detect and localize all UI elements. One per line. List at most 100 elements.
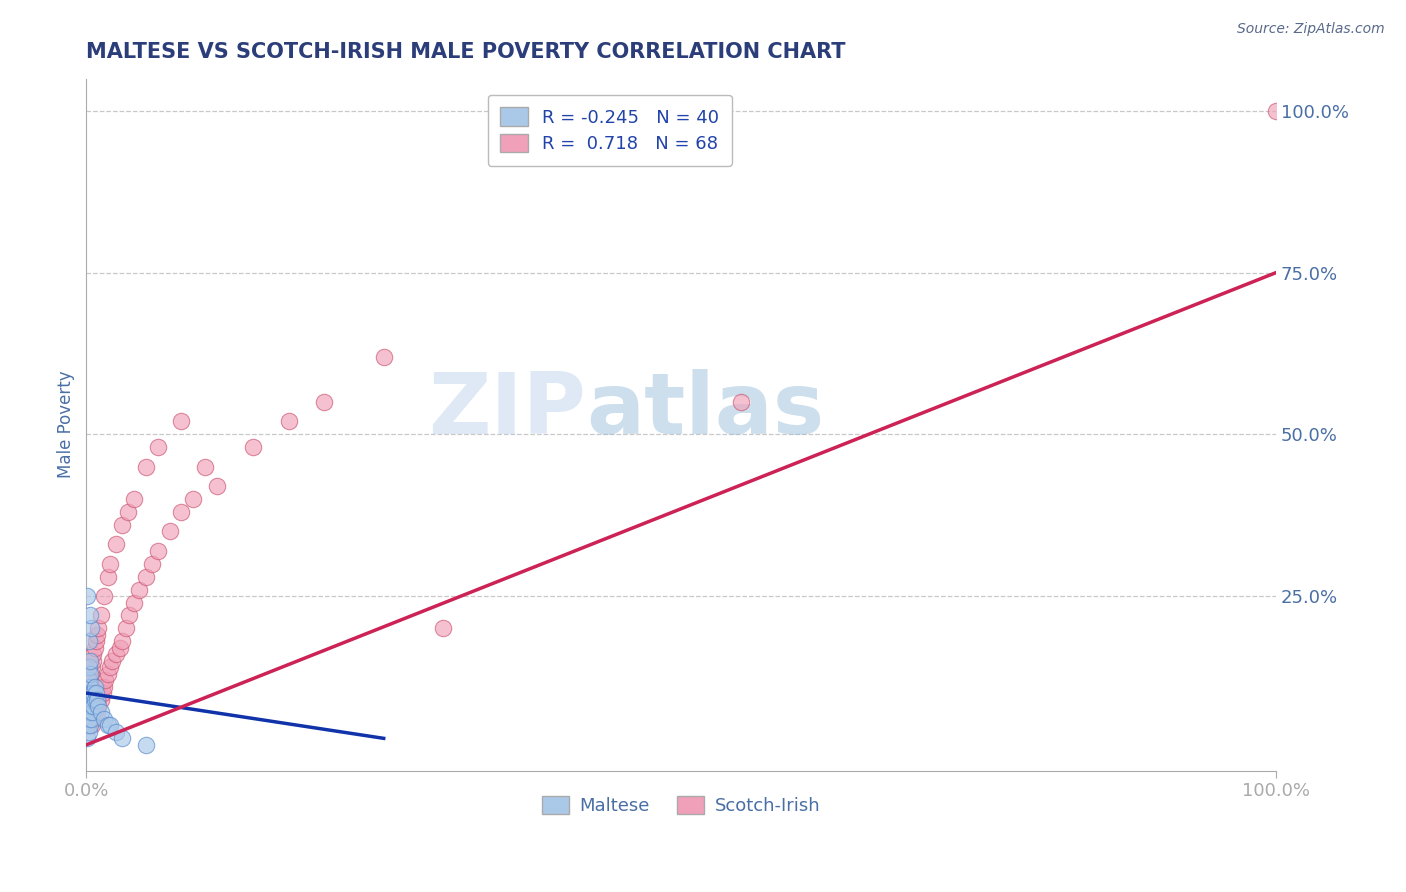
- Point: [135, 459, 157, 474]
- Point: [159, 524, 181, 539]
- Point: [77, 724, 100, 739]
- Point: [77, 660, 100, 674]
- Point: [111, 731, 134, 746]
- Point: [77, 686, 100, 700]
- Y-axis label: Male Poverty: Male Poverty: [58, 371, 75, 478]
- Point: [82, 712, 104, 726]
- Point: [82, 660, 104, 674]
- Point: [135, 569, 157, 583]
- Point: [111, 634, 134, 648]
- Point: [84, 686, 107, 700]
- Text: ZIP: ZIP: [429, 369, 586, 452]
- Point: [93, 680, 115, 694]
- Point: [97, 666, 120, 681]
- Point: [79, 706, 101, 720]
- Point: [87, 698, 110, 713]
- Point: [373, 350, 395, 364]
- Point: [79, 718, 101, 732]
- Point: [82, 718, 104, 732]
- Point: [76, 698, 98, 713]
- Point: [82, 686, 104, 700]
- Text: Source: ZipAtlas.com: Source: ZipAtlas.com: [1237, 22, 1385, 37]
- Point: [194, 459, 217, 474]
- Point: [86, 706, 108, 720]
- Point: [79, 692, 101, 706]
- Point: [97, 718, 120, 732]
- Point: [111, 517, 134, 532]
- Point: [76, 686, 98, 700]
- Point: [84, 686, 107, 700]
- Point: [79, 654, 101, 668]
- Point: [90, 680, 112, 694]
- Point: [90, 608, 112, 623]
- Point: [82, 647, 104, 661]
- Point: [79, 608, 101, 623]
- Point: [1265, 103, 1288, 118]
- Point: [83, 692, 105, 706]
- Point: [146, 543, 169, 558]
- Point: [730, 395, 752, 409]
- Point: [97, 569, 120, 583]
- Point: [94, 673, 117, 687]
- Point: [205, 479, 228, 493]
- Point: [86, 692, 108, 706]
- Point: [114, 621, 136, 635]
- Text: MALTESE VS SCOTCH-IRISH MALE POVERTY CORRELATION CHART: MALTESE VS SCOTCH-IRISH MALE POVERTY COR…: [86, 42, 846, 62]
- Point: [90, 706, 112, 720]
- Point: [242, 440, 264, 454]
- Point: [87, 692, 110, 706]
- Point: [432, 621, 454, 635]
- Point: [141, 557, 163, 571]
- Text: atlas: atlas: [586, 369, 824, 452]
- Point: [128, 582, 150, 597]
- Point: [76, 718, 98, 732]
- Point: [82, 654, 104, 668]
- Point: [89, 686, 111, 700]
- Point: [79, 698, 101, 713]
- Point: [170, 414, 193, 428]
- Point: [79, 666, 101, 681]
- Point: [80, 692, 103, 706]
- Point: [90, 692, 112, 706]
- Point: [98, 718, 121, 732]
- Point: [79, 680, 101, 694]
- Point: [93, 712, 115, 726]
- Point: [122, 491, 145, 506]
- Point: [83, 640, 105, 655]
- Point: [118, 608, 141, 623]
- Point: [83, 692, 105, 706]
- Point: [98, 557, 121, 571]
- Point: [80, 686, 103, 700]
- Point: [117, 505, 139, 519]
- Point: [77, 698, 100, 713]
- Point: [170, 505, 193, 519]
- Point: [314, 395, 336, 409]
- Point: [122, 595, 145, 609]
- Point: [101, 654, 124, 668]
- Point: [86, 628, 108, 642]
- Point: [105, 724, 128, 739]
- Point: [83, 706, 105, 720]
- Point: [277, 414, 299, 428]
- Point: [77, 634, 100, 648]
- Point: [80, 621, 103, 635]
- Point: [87, 698, 110, 713]
- Point: [80, 666, 103, 681]
- Point: [82, 698, 104, 713]
- Point: [79, 673, 101, 687]
- Point: [146, 440, 169, 454]
- Point: [108, 640, 131, 655]
- Point: [76, 706, 98, 720]
- Point: [77, 718, 100, 732]
- Point: [105, 647, 128, 661]
- Point: [82, 692, 104, 706]
- Point: [80, 698, 103, 713]
- Point: [135, 738, 157, 752]
- Point: [87, 621, 110, 635]
- Point: [84, 698, 107, 713]
- Legend: Maltese, Scotch-Irish: Maltese, Scotch-Irish: [533, 787, 830, 824]
- Point: [98, 660, 121, 674]
- Point: [76, 589, 98, 603]
- Point: [82, 698, 104, 713]
- Point: [76, 731, 98, 746]
